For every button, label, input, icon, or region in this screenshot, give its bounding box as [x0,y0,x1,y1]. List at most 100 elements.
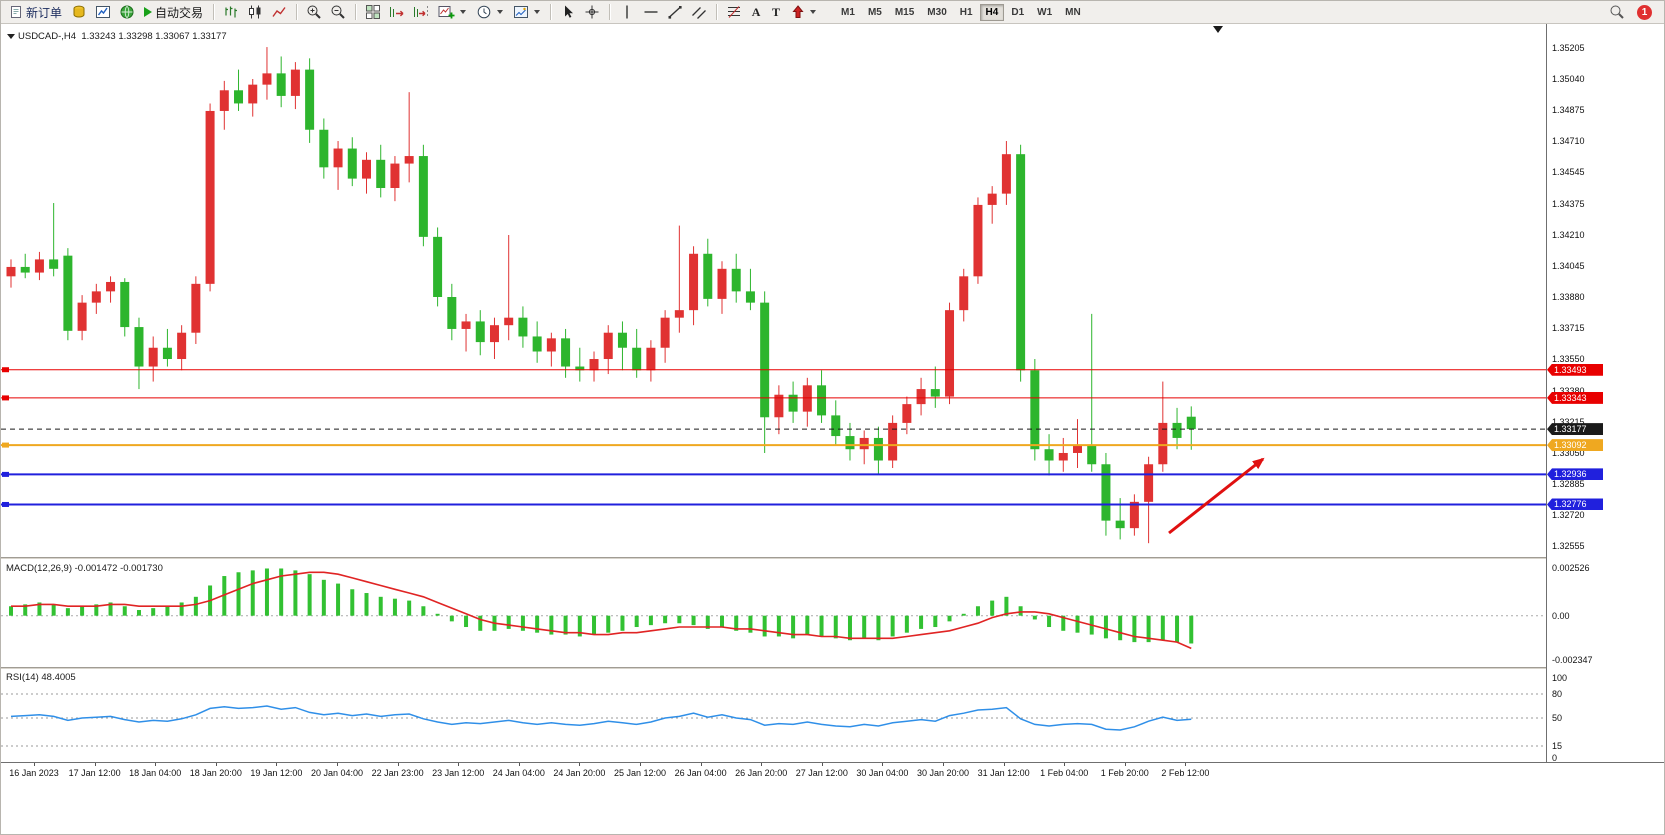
candle-body [1129,501,1139,529]
zoom-in-icon[interactable] [302,2,326,22]
price-axis-label: 1.35205 [1552,43,1585,53]
timeframe-w1[interactable]: W1 [1031,4,1058,21]
macd-histogram-bar [961,613,966,616]
horizontal-line-tool-icon[interactable] [639,2,663,22]
line-chart-mode-icon[interactable] [267,2,291,22]
candle-body [546,338,556,352]
candle-body [219,90,229,111]
rsi-axis-label: 80 [1552,689,1563,699]
macd-histogram-bar [904,615,909,633]
text-tool-icon[interactable]: A [751,4,761,19]
play-icon [144,7,153,17]
time-axis-tick [34,763,35,766]
candle-body [63,255,73,331]
price-chart-canvas[interactable] [1,24,1546,557]
crosshair-icon[interactable] [580,2,604,22]
timeframe-d1[interactable]: D1 [1005,4,1030,21]
time-axis-tick [155,763,157,766]
arrows-tool-button[interactable] [786,2,821,22]
timeframe-h1[interactable]: H1 [954,4,979,21]
candle-body [930,389,940,397]
panel-splitter[interactable] [1,557,1664,560]
time-axis-tick [458,763,460,766]
accounts-icon[interactable] [67,2,91,22]
candle-body [561,338,571,367]
candle-body [1087,445,1097,465]
macd-histogram-bar [1103,615,1108,639]
macd-histogram-bar [648,615,653,626]
auto-scroll-icon[interactable] [385,2,409,22]
timeframe-m1[interactable]: M1 [835,4,861,21]
macd-histogram-bar [663,615,668,624]
time-axis-tick [1185,763,1187,766]
candlestick-mode-icon[interactable] [243,2,267,22]
trend-arrow-object[interactable] [1168,457,1265,535]
candle-body [1044,449,1054,461]
charts-icon[interactable] [91,2,115,22]
time-axis-label: 22 Jan 23:00 [371,768,424,778]
candle-body [788,394,798,412]
macd-histogram-bar [464,615,469,628]
timeframe-m5[interactable]: M5 [862,4,888,21]
candle-body [34,259,44,273]
text-label-tool-icon[interactable]: T [772,4,781,19]
candle-body [177,332,187,360]
chart-shift-marker[interactable] [1213,26,1223,33]
macd-histogram-bar [122,606,127,616]
vertical-line-tool-icon[interactable] [615,2,639,22]
autotrading-button[interactable]: 自动交易 [139,2,208,22]
candle-body [831,415,841,437]
fibonacci-tool-icon[interactable] [722,2,746,22]
macd-histogram-bar [478,615,483,631]
price-axis-label: 1.33550 [1552,354,1585,364]
time-axis-tick [579,763,581,766]
rsi-panel-canvas[interactable] [1,670,1546,762]
periods-button[interactable] [471,2,508,22]
level-price-badge: 1.32936 [1547,468,1603,481]
cursor-icon[interactable] [556,2,580,22]
zoom-out-icon[interactable] [326,2,350,22]
macd-panel-canvas[interactable] [1,560,1546,667]
tile-windows-icon[interactable] [361,2,385,22]
time-axis-label: 30 Jan 20:00 [916,768,970,778]
macd-histogram-bar [350,589,355,616]
chart-shift-icon[interactable] [409,2,433,22]
timeframe-m30[interactable]: M30 [921,4,952,21]
rsi-axis-label: 50 [1552,713,1563,723]
time-axis-label: 26 Jan 04:00 [674,768,727,778]
toolbar-separator [355,4,357,20]
panel-splitter[interactable] [1,667,1664,670]
candle-body [1101,464,1111,521]
price-axis-label: 1.33380 [1552,385,1585,396]
bar-chart-mode-icon[interactable] [219,2,243,22]
macd-histogram-bar [9,606,13,616]
time-axis[interactable]: 16 Jan 2023 17 Jan 12:00 18 Jan 04:00 18 Ja… [1,762,1664,783]
new-order-button[interactable]: 新订单 [5,2,67,22]
price-axis[interactable]: 1.35205 1.35040 1.34875 1.34710 1.34545 1.343… [1546,24,1664,763]
candle-body [20,266,30,273]
bottom-area [1,783,1664,834]
timeframe-mn[interactable]: MN [1059,4,1087,21]
macd-histogram-bar [606,615,611,633]
indicators-button[interactable] [433,2,471,22]
search-icon[interactable] [1605,2,1629,22]
timeframe-m15[interactable]: M15 [889,4,920,21]
new-order-label: 新订单 [26,5,63,20]
community-icon[interactable] [115,2,139,22]
candle-body [717,268,727,299]
macd-histogram-bar [833,615,838,639]
level-price-badge: 1.32776 [1547,498,1603,511]
time-axis-label: 18 Jan 20:00 [189,768,242,778]
timeframe-h4[interactable]: H4 [979,3,1005,21]
templates-button[interactable] [508,2,545,22]
candle-body [873,437,883,461]
candle-body [959,276,969,311]
channel-tool-icon[interactable] [687,2,711,22]
notification-badge[interactable]: 1 [1637,4,1652,20]
candle-body [148,347,158,367]
trendline-tool-icon[interactable] [663,2,687,22]
clock-icon [477,5,491,19]
chart-menu-icon[interactable] [7,33,15,39]
candle-body [902,404,912,423]
macd-histogram-bar [250,570,255,616]
